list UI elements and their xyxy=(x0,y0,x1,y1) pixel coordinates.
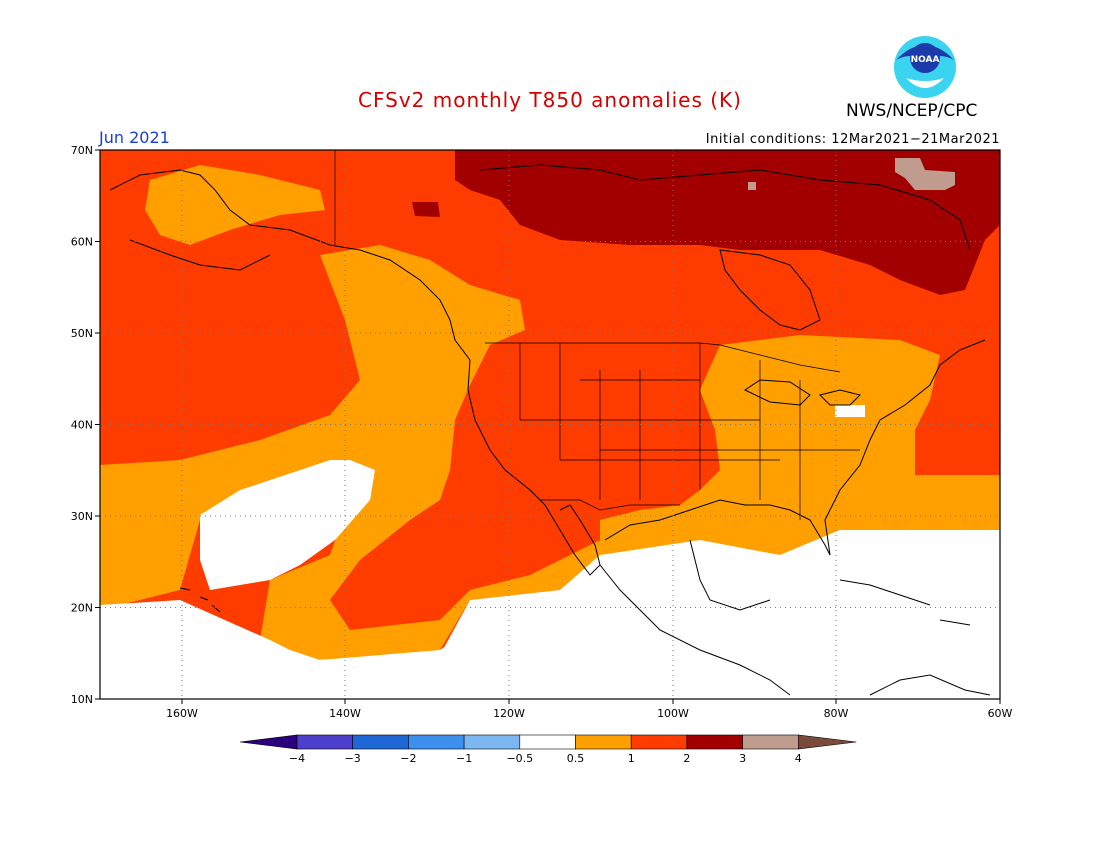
lon-label-160w: 160W xyxy=(166,707,198,720)
colorbar-label: −4 xyxy=(289,752,305,765)
initial-conditions: Initial conditions: 12Mar2021−21Mar2021 xyxy=(705,132,1000,147)
lat-label-50n: 50N xyxy=(71,327,93,340)
colorbar-swatch xyxy=(630,734,688,750)
graticule xyxy=(100,150,1000,699)
colorbar-label: 3 xyxy=(739,752,746,765)
political-boundaries xyxy=(334,150,860,520)
colorbar-label: −2 xyxy=(400,752,416,765)
colorbar-swatch xyxy=(575,734,632,750)
lon-label-60w: 60W xyxy=(988,707,1013,720)
lat-label-10n: 10N xyxy=(71,693,93,706)
colorbar-label: −3 xyxy=(345,752,361,765)
lon-label-120w: 120W xyxy=(493,707,525,720)
colorbar-swatch xyxy=(463,734,521,750)
agency-label: NWS/NCEP/CPC xyxy=(846,101,978,121)
lat-label-30n: 30N xyxy=(71,510,93,523)
colorbar-label: −1 xyxy=(456,752,472,765)
colorbar-swatch xyxy=(408,734,465,750)
colorbar-arrow-low xyxy=(239,734,298,750)
lat-label-20n: 20N xyxy=(71,602,93,615)
colorbar: −4 −3 −2 −1 −0.5 0.5 1 2 3 4 xyxy=(239,734,857,765)
colorbar-label: 2 xyxy=(683,752,690,765)
lat-label-60n: 60N xyxy=(71,236,93,249)
colorbar-label: 1 xyxy=(628,752,635,765)
noaa-logo: NOAA xyxy=(894,36,956,98)
noaa-logo-text: NOAA xyxy=(911,55,940,65)
colorbar-swatch xyxy=(352,734,409,750)
colorbar-label: −0.5 xyxy=(506,752,533,765)
colorbar-swatch xyxy=(742,734,799,750)
lat-label-40n: 40N xyxy=(71,419,93,432)
forecast-month: Jun 2021 xyxy=(99,128,170,147)
colorbar-swatch xyxy=(686,734,743,750)
lon-label-80w: 80W xyxy=(824,707,849,720)
lon-label-100w: 100W xyxy=(657,707,689,720)
lat-label-70n: 70N xyxy=(71,144,93,157)
colorbar-swatch xyxy=(296,734,354,750)
colorbar-label: 0.5 xyxy=(567,752,585,765)
colorbar-swatch xyxy=(519,734,576,750)
latitude-labels: 70N 60N 50N 40N 30N 20N 10N xyxy=(71,144,93,706)
colorbar-arrow-high xyxy=(797,734,857,750)
colorbar-label: 4 xyxy=(795,752,802,765)
map-title: CFSv2 monthly T850 anomalies (K) xyxy=(358,88,742,112)
coastlines xyxy=(109,164,991,696)
longitude-labels: 160W 140W 120W 100W 80W 60W xyxy=(166,707,1012,720)
lon-label-140w: 140W xyxy=(329,707,361,720)
axis-ticks xyxy=(95,149,1001,704)
